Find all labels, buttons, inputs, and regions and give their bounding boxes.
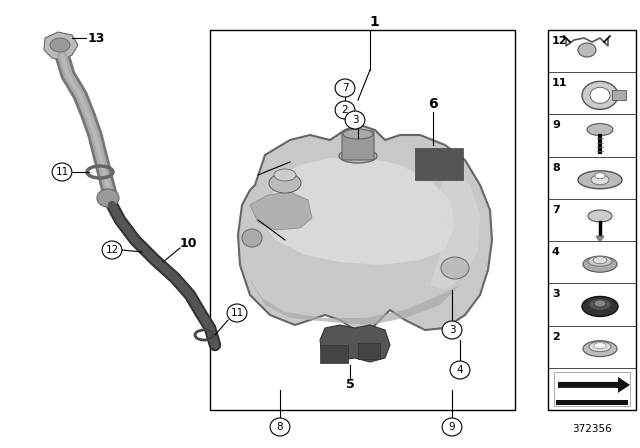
Ellipse shape: [595, 173, 605, 179]
Ellipse shape: [242, 229, 262, 247]
Ellipse shape: [583, 340, 617, 357]
Ellipse shape: [589, 342, 611, 352]
Text: 11: 11: [56, 167, 68, 177]
Ellipse shape: [588, 210, 612, 222]
Ellipse shape: [589, 298, 611, 310]
Text: 2: 2: [552, 332, 560, 341]
Text: 11: 11: [230, 308, 244, 318]
Ellipse shape: [270, 418, 290, 436]
Text: 7: 7: [342, 83, 348, 93]
Polygon shape: [558, 377, 630, 393]
Text: 2: 2: [342, 105, 348, 115]
Polygon shape: [596, 236, 604, 242]
Bar: [358, 343, 380, 359]
Ellipse shape: [583, 256, 617, 272]
Ellipse shape: [102, 241, 122, 259]
Text: 12: 12: [106, 245, 118, 255]
Text: 372356: 372356: [572, 424, 612, 434]
Text: 7: 7: [552, 205, 560, 215]
Ellipse shape: [578, 171, 622, 189]
Bar: [210, 30, 515, 410]
Polygon shape: [238, 125, 492, 330]
Bar: [415, 148, 463, 180]
Ellipse shape: [591, 175, 609, 185]
Polygon shape: [250, 192, 312, 230]
Ellipse shape: [594, 343, 606, 349]
Ellipse shape: [441, 257, 469, 279]
Text: 3: 3: [552, 289, 559, 299]
Text: 10: 10: [179, 237, 196, 250]
Text: 13: 13: [87, 31, 105, 44]
Ellipse shape: [339, 149, 377, 163]
Ellipse shape: [582, 82, 618, 109]
Ellipse shape: [442, 321, 462, 339]
Ellipse shape: [594, 300, 606, 307]
Ellipse shape: [450, 361, 470, 379]
Ellipse shape: [588, 256, 612, 266]
Ellipse shape: [590, 87, 610, 103]
Text: 1: 1: [369, 15, 379, 29]
Ellipse shape: [274, 169, 296, 181]
Ellipse shape: [343, 129, 373, 139]
Ellipse shape: [97, 189, 119, 207]
FancyBboxPatch shape: [342, 131, 374, 160]
Text: 4: 4: [552, 247, 560, 257]
Bar: [548, 30, 636, 410]
Text: 3: 3: [352, 115, 358, 125]
Polygon shape: [250, 280, 460, 325]
Ellipse shape: [582, 297, 618, 316]
Ellipse shape: [593, 257, 607, 264]
Ellipse shape: [587, 124, 613, 136]
Polygon shape: [44, 32, 78, 60]
Polygon shape: [430, 165, 480, 290]
Ellipse shape: [269, 173, 301, 193]
Ellipse shape: [50, 38, 70, 52]
Text: 12: 12: [552, 36, 568, 46]
Text: 9: 9: [449, 422, 455, 432]
Ellipse shape: [335, 101, 355, 119]
Bar: [320, 345, 348, 363]
Ellipse shape: [345, 111, 365, 129]
Bar: [556, 400, 628, 405]
Text: 8: 8: [276, 422, 284, 432]
Ellipse shape: [578, 43, 596, 57]
Text: 11: 11: [552, 78, 568, 88]
Ellipse shape: [227, 304, 247, 322]
Text: 5: 5: [346, 378, 355, 391]
Text: 3: 3: [449, 325, 455, 335]
Ellipse shape: [335, 79, 355, 97]
Bar: [612, 90, 626, 100]
Text: 9: 9: [552, 121, 560, 130]
Ellipse shape: [52, 163, 72, 181]
Text: 8: 8: [552, 163, 560, 172]
Polygon shape: [320, 325, 390, 362]
Text: 4: 4: [457, 365, 463, 375]
Ellipse shape: [442, 418, 462, 436]
Text: 6: 6: [428, 97, 438, 111]
Bar: [554, 372, 630, 406]
Polygon shape: [260, 158, 455, 265]
